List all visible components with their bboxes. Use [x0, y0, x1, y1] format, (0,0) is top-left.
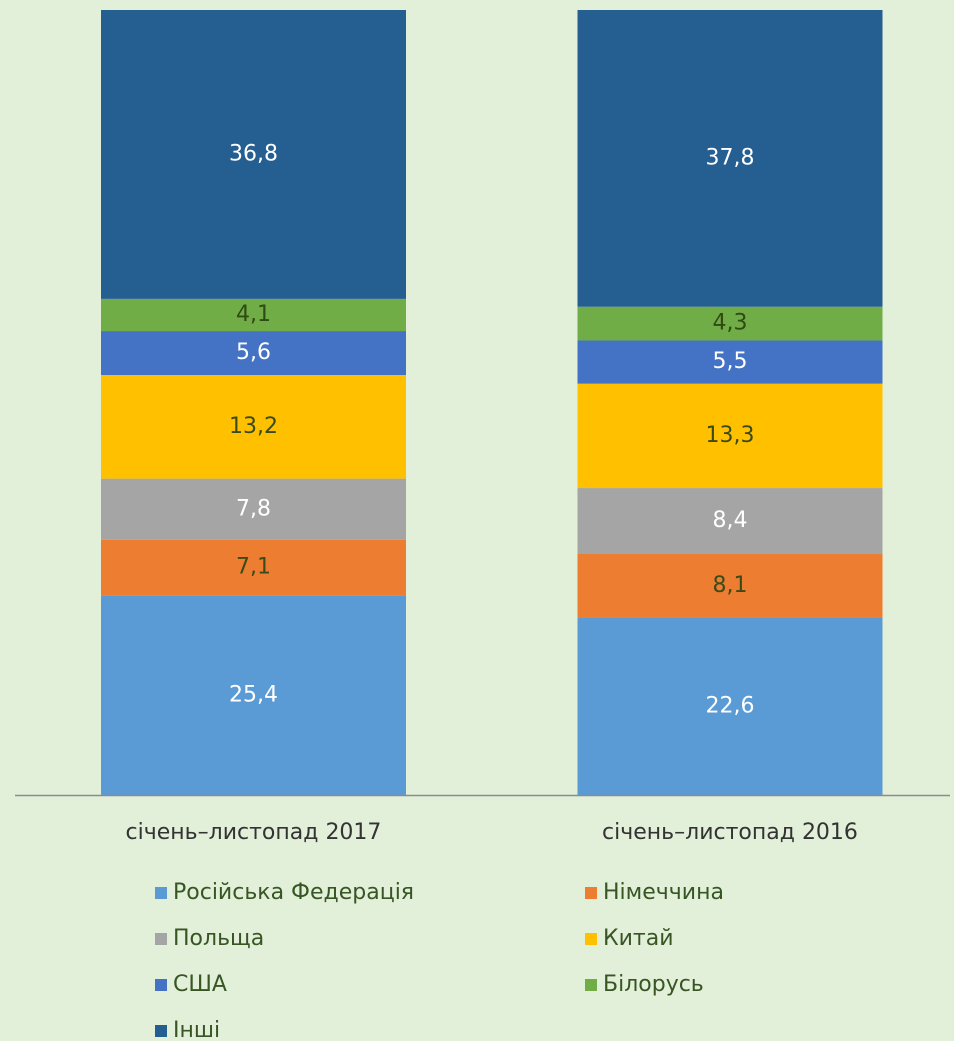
bar-segment: [577, 10, 883, 307]
bar-segment: [577, 554, 883, 618]
bar-segment: [577, 340, 883, 384]
bar-segment: [101, 10, 406, 299]
data-label: 22,6: [706, 693, 755, 718]
bar-segment: [577, 306, 883, 341]
legend-swatch: [585, 979, 597, 991]
data-label: 8,1: [713, 573, 748, 598]
bar-segment: [577, 488, 883, 555]
bar-segment: [101, 375, 406, 479]
legend-swatch: [585, 887, 597, 899]
bar-segment: [101, 478, 406, 540]
legend-label: Білорусь: [603, 972, 704, 997]
data-label: 13,2: [229, 414, 278, 439]
data-label: 8,4: [713, 508, 748, 533]
legend-label: Польща: [173, 926, 264, 951]
data-label: 37,8: [706, 145, 755, 170]
data-label: 7,1: [236, 555, 271, 580]
legend-swatch: [155, 1025, 167, 1037]
data-label: 25,4: [229, 682, 278, 707]
data-label: 7,8: [236, 496, 271, 521]
legend-label: Російська Федерація: [173, 880, 414, 905]
legend-label: США: [173, 972, 227, 997]
legend-swatch: [155, 933, 167, 945]
bar-segment: [577, 383, 883, 489]
legend-swatch: [155, 887, 167, 899]
bar-segment: [101, 298, 406, 332]
data-label: 36,8: [229, 141, 278, 166]
data-label: 5,5: [713, 349, 748, 374]
legend-swatch: [585, 933, 597, 945]
legend-label: Китай: [603, 926, 674, 951]
data-label: 4,1: [236, 302, 271, 327]
bar-segment: [101, 595, 406, 795]
data-label: 5,6: [236, 340, 271, 365]
x-tick-label: січень–листопад 2017: [126, 820, 382, 845]
data-label: 13,3: [706, 423, 755, 448]
x-tick-label: січень–листопад 2016: [602, 820, 858, 845]
data-label: 4,3: [713, 311, 748, 336]
legend-label: Інші: [173, 1018, 220, 1041]
bar-segment: [577, 617, 883, 795]
legend-swatch: [155, 979, 167, 991]
bar-segment: [101, 539, 406, 596]
bar-segment: [101, 331, 406, 376]
legend-label: Німеччина: [603, 880, 724, 905]
